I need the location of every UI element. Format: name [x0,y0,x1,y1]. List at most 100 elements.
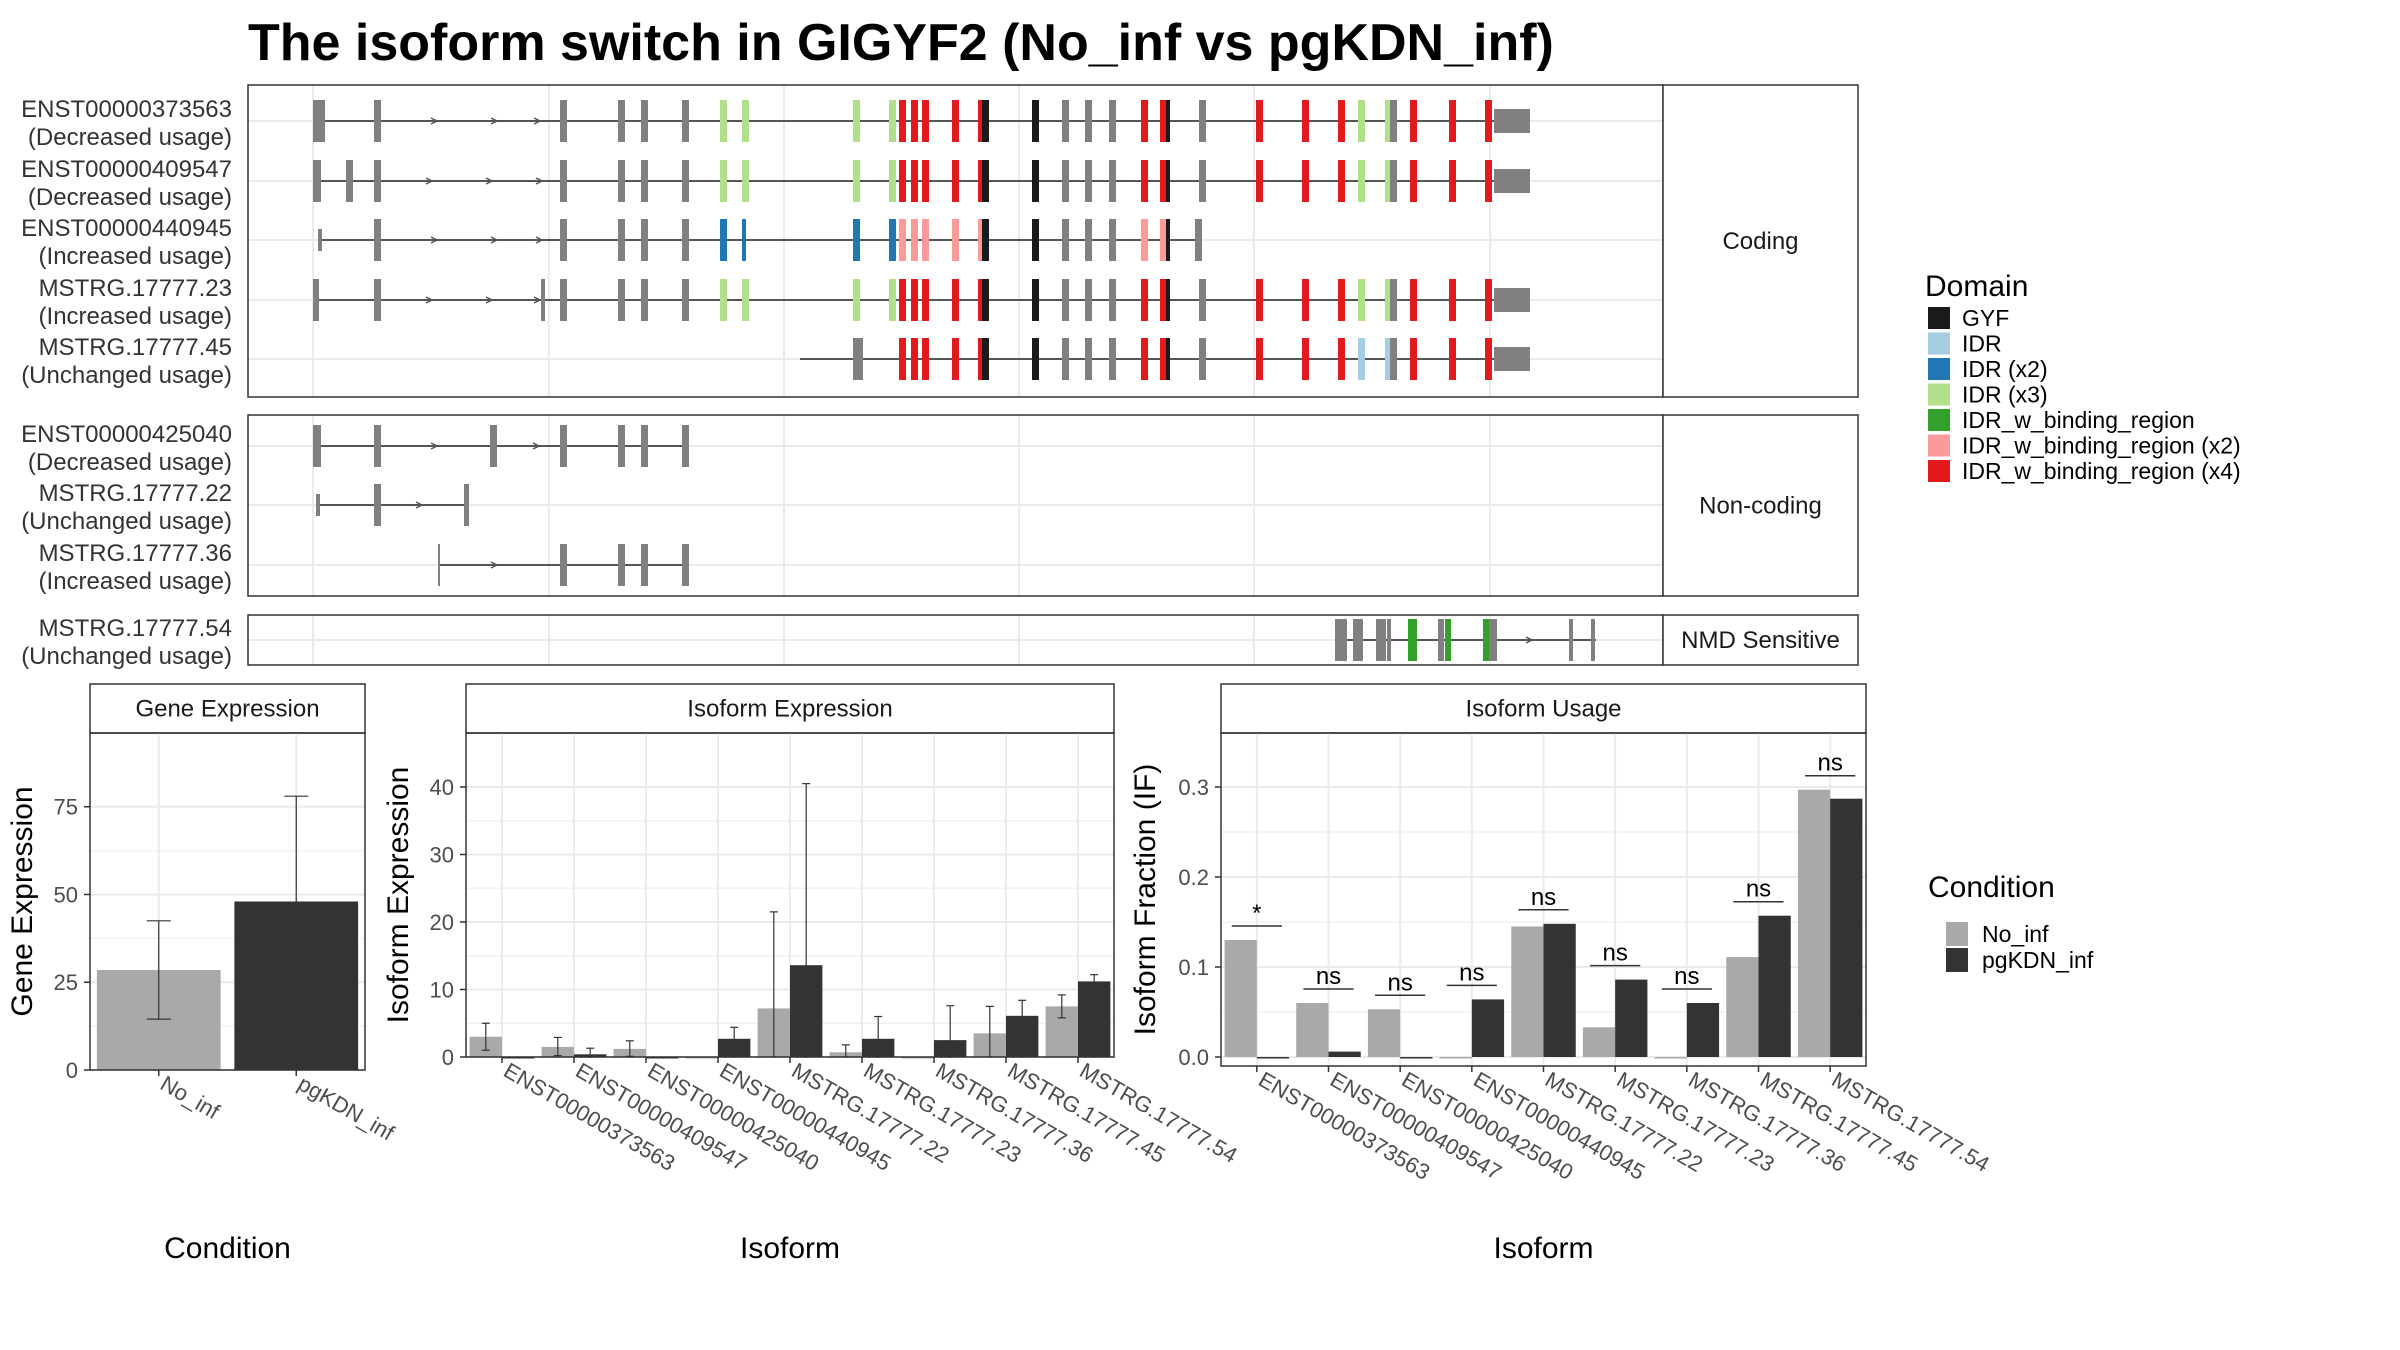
strand-arrow [1525,636,1534,644]
exon [1591,619,1595,661]
domain-exon [1302,100,1309,142]
exon [374,484,381,526]
isoform-expression-chart: Isoform Expression010203040ENST000003735… [382,683,1242,1265]
domain-exon [853,219,860,261]
isoform-usage-label: (Increased usage) [39,243,232,270]
domain-exon [1445,619,1451,661]
domain-exon [1385,100,1392,142]
transcript-model [1335,619,1596,661]
domain-exon [1256,160,1263,202]
domain-exon [720,160,727,202]
domain-exon [720,100,727,142]
transcript-model [438,544,689,586]
chart-strip [465,683,1115,734]
strand-arrow [430,236,439,244]
y-axis-title: Gene Expression [6,786,39,1016]
domain-legend-title: Domain [1925,270,2028,303]
strand-arrow [533,117,542,125]
domain-exon [978,219,985,261]
isoform-id-label: MSTRG.17777.45 [39,334,232,361]
domain-exon [1032,100,1039,142]
domain-exon [889,100,896,142]
exon [313,279,319,321]
domain-exon [742,219,746,261]
significance-label: ns [1316,963,1341,990]
exon [1085,338,1092,380]
transcript-model [313,425,689,467]
legend-swatch [1928,332,1950,355]
domain-exon [1166,279,1170,321]
domain-exon [1410,100,1417,142]
y-tick-label: 50 [54,882,78,907]
domain-exon [742,160,749,202]
isoform-id-label: ENST00000409547 [21,156,232,183]
significance-label: ns [1817,750,1842,777]
exon [1085,100,1092,142]
exon [682,160,689,202]
bar [1224,940,1257,1057]
exon [541,279,545,321]
y-tick-label: 40 [430,775,454,800]
exon [1353,619,1363,661]
domain-exon [889,279,896,321]
domain-exon [1256,338,1263,380]
exon [641,544,648,586]
domain-exon [1358,100,1365,142]
domain-exon [982,100,989,142]
domain-exon [1410,160,1417,202]
strand-arrow [532,442,541,450]
isoform-usage-chart: Isoform Usage 0.0 0.1 0.2 0.3 * ns ns ns ns ns ns ns… [1129,683,1994,1265]
bar [1439,1057,1472,1059]
strand-arrow [490,236,499,244]
domain-exon [1485,100,1492,142]
isoform-usage-label: (Unchanged usage) [21,508,232,535]
y-tick-label: 0 [66,1058,78,1083]
isoform-id-label: MSTRG.17777.23 [39,275,232,302]
domain-exon [1256,100,1263,142]
exon [1199,279,1206,321]
domain-exon [1166,338,1170,380]
domain-exon [978,160,985,202]
domain-exon [982,279,989,321]
domain-exon [978,279,985,321]
y-axis-title: Isoform Fraction (IF) [1129,764,1162,1036]
domain-exon [1385,279,1392,321]
significance-label: ns [1602,940,1627,967]
strand-arrow [535,177,544,185]
domain-exon [1485,279,1492,321]
domain-exon [1449,100,1456,142]
exon [374,219,381,261]
bar [1686,1003,1720,1057]
legend-item-label: IDR_w_binding_region (x2) [1962,433,2241,459]
bar [1797,789,1831,1057]
exon [1085,160,1092,202]
domain-exon [1338,160,1345,202]
bar [1256,1057,1290,1059]
domain-exon [1141,279,1148,321]
exon [1569,619,1573,661]
domain-exon [911,279,918,321]
exon [1199,338,1206,380]
legend-item-label: GYF [1962,305,2009,331]
strand-arrow [415,501,424,509]
legend-swatch [1928,307,1950,329]
domain-exon [978,100,985,142]
bar [1367,1009,1401,1057]
significance-label: * [1252,900,1261,927]
strand-arrow [533,296,542,304]
isoform-usage-label: (Unchanged usage) [21,362,232,389]
domain-exon [1160,279,1167,321]
bar [1471,999,1505,1057]
exon [1438,619,1444,661]
legend-item-label: IDR (x2) [1962,356,2048,382]
group-label: Coding [1722,228,1798,255]
exon [1109,219,1116,261]
strand-arrow [425,296,434,304]
significance-label: ns [1531,884,1556,911]
legend-swatch [1928,383,1950,406]
legend-swatch [1928,358,1950,380]
domain-exon [853,160,860,202]
chart-strip [89,683,366,734]
domain-exon [853,279,860,321]
